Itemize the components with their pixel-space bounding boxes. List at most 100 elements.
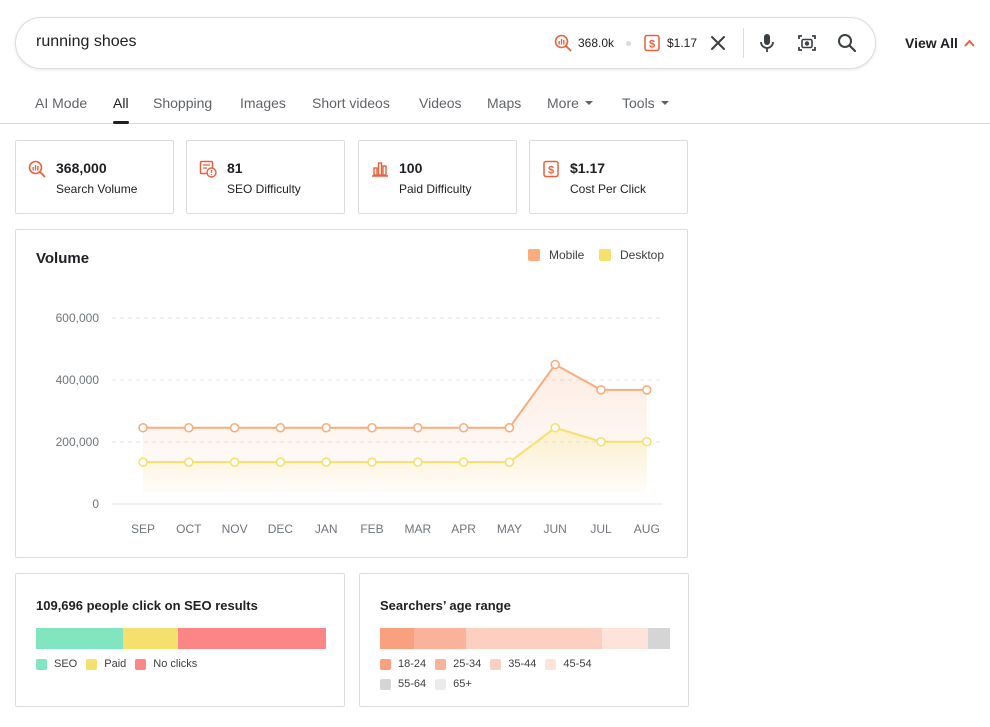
x-tick-label: JUN bbox=[544, 522, 567, 536]
legend-label: 18-24 bbox=[398, 658, 427, 670]
bar-segment-seo bbox=[36, 628, 123, 649]
search-divider bbox=[743, 28, 744, 58]
voice-search-button[interactable] bbox=[755, 31, 779, 55]
data-point-desktop[interactable] bbox=[138, 457, 148, 467]
search-bar[interactable]: running shoes 368.0k $ $1.17 bbox=[15, 17, 876, 69]
tab-label[interactable]: AI Mode bbox=[35, 95, 88, 111]
tab-label[interactable]: Tools bbox=[622, 95, 655, 111]
svg-text:$: $ bbox=[649, 39, 655, 51]
tab-label[interactable]: More bbox=[547, 95, 579, 111]
view-all-label[interactable]: View All bbox=[905, 35, 958, 51]
tab-maps[interactable]: Maps bbox=[487, 95, 521, 111]
legend-item: 25-34 bbox=[435, 658, 481, 670]
data-point-desktop[interactable] bbox=[321, 457, 332, 467]
tab-label[interactable]: Shopping bbox=[153, 95, 213, 111]
data-point-mobile[interactable] bbox=[367, 422, 377, 433]
data-point-mobile[interactable] bbox=[504, 422, 515, 433]
caret-down-icon bbox=[660, 101, 669, 105]
y-tick-label: 200,000 bbox=[56, 435, 100, 449]
data-point-mobile[interactable] bbox=[412, 422, 423, 433]
tab-ai-mode[interactable]: AI Mode bbox=[35, 95, 87, 111]
y-tick-label: 0 bbox=[92, 497, 99, 511]
volume-line-chart: 600,000 400,000 200,000 0 SEP OCT NOV DEC JAN FEB… bbox=[56, 311, 663, 536]
data-point-mobile[interactable] bbox=[550, 359, 561, 370]
age-range-legend: 18-24 25-34 35-44 45-54 55-64 65+ bbox=[380, 658, 640, 698]
tab-label[interactable]: Short videos bbox=[312, 95, 390, 111]
volume-search-icon bbox=[28, 160, 46, 178]
legend-swatch bbox=[435, 658, 447, 670]
tab-videos[interactable]: Videos bbox=[419, 95, 462, 111]
data-point-mobile[interactable] bbox=[458, 422, 469, 433]
tab-label[interactable]: Videos bbox=[419, 95, 462, 111]
series-area-desktop bbox=[143, 427, 647, 492]
tab-label[interactable]: Maps bbox=[487, 95, 522, 111]
tab-label[interactable]: Images bbox=[240, 95, 286, 111]
clear-search-button[interactable] bbox=[706, 31, 730, 55]
dollar-icon: $ bbox=[644, 34, 660, 52]
stat-value: $1.17 bbox=[570, 160, 606, 176]
tab-shopping[interactable]: Shopping bbox=[153, 95, 212, 111]
data-point-mobile[interactable] bbox=[184, 422, 194, 433]
seo-clicks-card: 109,696 people click on SEO results SEO P… bbox=[15, 573, 345, 707]
dollar-icon: $ bbox=[543, 160, 559, 178]
data-point-mobile[interactable] bbox=[596, 385, 606, 395]
volume-chart-card: Volume Mobile Desktop 600,000 400,000 200,… bbox=[15, 229, 688, 558]
data-point-desktop[interactable] bbox=[458, 457, 469, 467]
age-range-card: Searchers’ age range 18-24 25-34 35-44 45-5… bbox=[359, 573, 689, 707]
age-range-title: Searchers’ age range bbox=[380, 598, 511, 613]
age-range-bar bbox=[380, 628, 670, 649]
x-tick-label: JAN bbox=[315, 522, 338, 536]
legend-label: 65+ bbox=[453, 678, 472, 690]
legend-label: Paid bbox=[104, 658, 127, 670]
legend-label: 35-44 bbox=[508, 658, 537, 670]
data-point-desktop[interactable] bbox=[229, 457, 240, 467]
legend-label: No clicks bbox=[153, 658, 198, 670]
cpc-chip: $ $1.17 bbox=[643, 32, 697, 54]
data-point-desktop[interactable] bbox=[275, 457, 286, 467]
seo-clicks-bar bbox=[36, 628, 326, 649]
seo-difficulty-icon bbox=[199, 160, 217, 178]
tab-tools[interactable]: Tools bbox=[622, 95, 669, 111]
view-all-button[interactable]: View All bbox=[905, 35, 975, 51]
tab-more[interactable]: More bbox=[547, 95, 593, 111]
data-point-desktop[interactable] bbox=[412, 457, 423, 467]
data-point-desktop[interactable] bbox=[641, 436, 652, 447]
stat-label: Paid Difficulty bbox=[399, 182, 472, 196]
legend-swatch bbox=[135, 658, 147, 670]
data-point-mobile[interactable] bbox=[138, 422, 148, 433]
stat-label: SEO Difficulty bbox=[227, 182, 301, 196]
active-tab-indicator bbox=[113, 121, 129, 124]
tab-short-videos[interactable]: Short videos bbox=[312, 95, 390, 111]
data-point-mobile[interactable] bbox=[275, 422, 286, 433]
legend-swatch bbox=[380, 678, 391, 690]
stat-label: Search Volume bbox=[56, 182, 138, 196]
data-point-mobile[interactable] bbox=[321, 422, 332, 433]
image-search-button[interactable] bbox=[795, 31, 819, 55]
data-point-desktop[interactable] bbox=[550, 422, 561, 433]
bar-segment-45-54 bbox=[601, 628, 648, 649]
bar-segment-55-64 bbox=[647, 628, 670, 649]
data-point-mobile[interactable] bbox=[641, 385, 652, 395]
seo-clicks-legend: SEO Paid No clicks bbox=[36, 658, 206, 678]
x-tick-label: JUL bbox=[590, 522, 612, 536]
legend-item: Paid bbox=[86, 658, 126, 670]
volume-chart-title: Volume bbox=[36, 250, 90, 267]
x-tick-label: DEC bbox=[268, 522, 294, 536]
data-point-desktop[interactable] bbox=[596, 436, 606, 447]
search-query[interactable]: running shoes bbox=[36, 33, 137, 50]
legend-item-mobile: Mobile bbox=[528, 248, 584, 262]
data-point-mobile[interactable] bbox=[229, 422, 240, 433]
legend-swatch bbox=[380, 658, 391, 670]
legend-item: No clicks bbox=[135, 658, 197, 670]
data-point-desktop[interactable] bbox=[367, 457, 377, 467]
tab-images[interactable]: Images bbox=[240, 95, 286, 111]
legend-item: 45-54 bbox=[545, 658, 592, 670]
tab-all[interactable]: All bbox=[113, 95, 129, 124]
legend-swatch bbox=[545, 658, 557, 670]
y-tick-label: 600,000 bbox=[56, 311, 100, 325]
search-button[interactable] bbox=[835, 31, 859, 55]
data-point-desktop[interactable] bbox=[504, 457, 515, 467]
legend-label: 25-34 bbox=[453, 658, 482, 670]
data-point-desktop[interactable] bbox=[184, 457, 194, 467]
tab-label[interactable]: All bbox=[113, 95, 129, 111]
